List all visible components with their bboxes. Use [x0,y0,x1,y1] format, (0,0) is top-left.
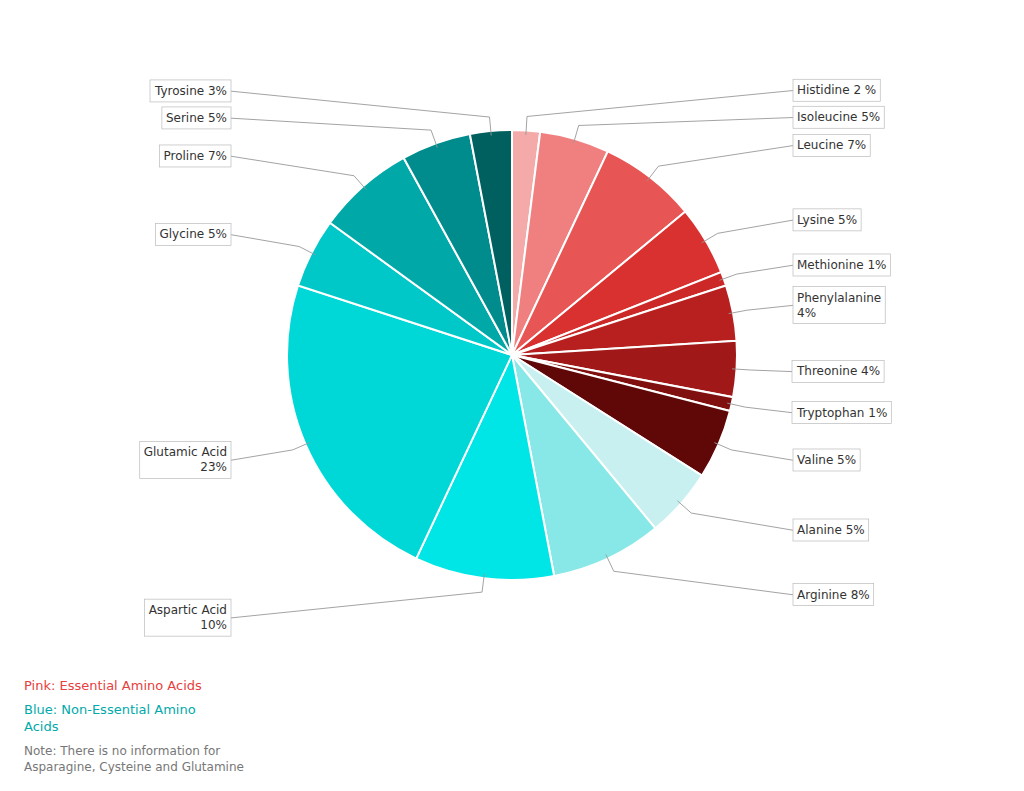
label-box [792,402,891,424]
slice-label: Alanine 5% [797,523,865,537]
leader-line [729,305,793,313]
leader-line [677,501,793,530]
slice-label-group: Lysine 5% [793,209,861,231]
slice-label-group: Alanine 5% [793,519,869,541]
leader-lines [231,91,793,618]
label-box [792,360,884,382]
slice-label-group: Arginine 8% [793,584,874,606]
slice [470,130,512,355]
leader-line [574,118,793,144]
label-box [140,441,231,478]
slice-label: Aspartic Acid10% [149,603,227,632]
slices [287,130,737,580]
slice-label: Serine 5% [166,111,227,125]
leader-line [647,146,793,181]
leader-line [231,443,310,461]
leader-line [231,118,437,147]
slice-label-group: Leucine 7% [793,134,870,156]
leader-line [231,235,316,255]
leader-line [727,403,793,413]
slice-label-group: Tyrosine 3% [150,80,231,102]
slice-label: Isoleucine 5% [797,110,880,124]
slice-label: Tryptophan 1% [796,406,887,420]
slice-label-group: Glutamic Acid23% [140,441,231,478]
annotation: Blue: Non-Essential AminoAcids [24,702,196,735]
leader-line [702,220,793,243]
label-box [793,79,880,101]
slice-label: Histidine 2 % [797,83,876,97]
slice-label-group: Serine 5% [162,107,231,129]
label-box [793,106,884,128]
slice-label-group: Valine 5% [793,449,860,471]
slice-label-group: Methionine 1% [793,254,891,276]
slice-label-group: Histidine 2 % [793,79,880,101]
annotation: Pink: Essential Amino Acids [24,678,202,693]
label-box [793,287,885,324]
leader-line [231,91,491,135]
slice-label-group: Phenylalanine4% [793,287,885,324]
slice-label: Threonine 4% [796,364,880,378]
label-box [793,584,874,606]
label-box [793,519,869,541]
leader-line [719,265,793,280]
leader-line [606,555,793,595]
slice-label-group: Proline 7% [159,145,231,167]
label-box [162,107,231,129]
slice-label: Phenylalanine4% [797,291,881,320]
label-box [793,134,870,156]
label-box [159,145,231,167]
slice-label: Glutamic Acid23% [144,445,227,474]
slice-label-group: Aspartic Acid10% [145,599,231,636]
leader-line [714,443,793,461]
leader-line [732,369,793,372]
label-box [150,80,231,102]
slice-label: Glycine 5% [159,227,227,241]
leader-line [526,91,793,135]
annotation: Note: There is no information forAsparag… [24,744,244,774]
slice-label: Valine 5% [797,453,856,467]
slice-label-group: Glycine 5% [155,223,231,245]
slice-label: Tyrosine 3% [154,84,227,98]
slice-label-group: Tryptophan 1% [792,402,891,424]
slice-label: Arginine 8% [797,588,870,602]
slice-label: Lysine 5% [797,213,857,227]
label-box [793,449,860,471]
slice-labels: Histidine 2 % Isoleucine 5% Leucine 7% Lysi… [140,79,892,636]
slice-label-group: Threonine 4% [792,360,884,382]
leader-line [231,156,366,189]
label-box [793,254,891,276]
legend-notes: Pink: Essential Amino Acids Blue: Non-Ess… [24,678,244,774]
chart: Histidine 2 % Isoleucine 5% Leucine 7% Lysi… [0,0,1024,791]
slice-label-group: Isoleucine 5% [793,106,884,128]
label-box [793,209,861,231]
label-box [145,599,231,636]
slice-label: Methionine 1% [797,258,887,272]
pie: Histidine 2 % Isoleucine 5% Leucine 7% Lysi… [140,79,892,636]
slice-label: Proline 7% [163,149,227,163]
slice-label: Leucine 7% [797,138,866,152]
label-box [155,223,231,245]
leader-line [231,574,484,618]
